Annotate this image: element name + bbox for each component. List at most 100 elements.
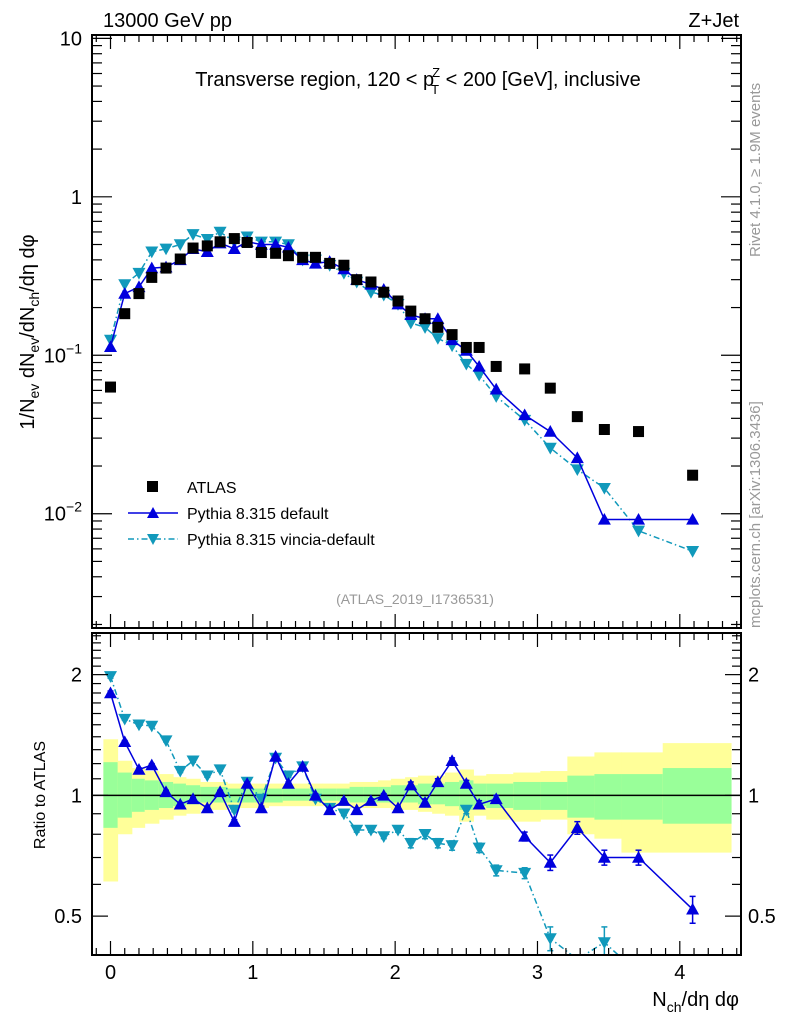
vincia-point [145,720,159,733]
atlas-point [160,262,172,274]
ratio-series-group [104,671,700,956]
vincia-point [132,719,146,732]
title-sub: T [431,82,439,97]
main-title: Transverse region, 120 < pZ T < 200 [GeV]… [195,65,640,97]
atlas-point [270,247,282,259]
default-point [431,312,445,324]
default-point [597,851,611,863]
vincia-point [597,937,611,949]
vincia-point [159,735,173,748]
default-point [104,340,118,353]
band-inner [390,785,406,803]
vincia-point [200,770,214,783]
atlas-point [338,259,350,271]
vincia-point [597,482,611,495]
y-tick-label: 1 [71,187,82,209]
vincia-point [186,229,200,241]
legend-atlas-label: ATLAS [187,480,237,497]
ylabel-part: /dη dφ [17,234,39,291]
mcplots-label: mcplots.cern.ch [arXiv:1306.3436] [747,401,764,628]
atlas-point [214,236,226,248]
x-tick-label: 2 [390,962,401,984]
ratio-y-tick-label-right: 1 [748,785,759,807]
xlabel: Nch/dη dφ [652,989,739,1015]
header-left-label: 13000 GeV pp [103,10,232,32]
vincia-point [377,831,391,843]
vincia-point [227,804,241,817]
default-point [472,359,486,372]
default-point [404,778,418,791]
default-point [632,851,646,863]
default-point [145,758,159,771]
default-point [145,261,159,274]
legend-vincia-label: Pythia 8.315 vincia-default [187,532,375,549]
atlas-point [432,321,444,333]
atlas-point [255,247,267,259]
default-point [472,797,486,810]
atlas-point [133,288,145,300]
atlas-point [146,271,158,283]
default-point [227,242,241,254]
vincia-point [543,933,557,945]
default-point [445,754,459,766]
default-point [240,777,254,789]
default-point [227,815,241,827]
vincia-point [186,755,200,768]
band-inner [621,774,664,820]
atlas-point [405,305,417,317]
ratio-ylabel: Ratio to ATLAS [32,741,49,849]
default-point [159,785,173,798]
legend-default-label: Pythia 8.315 default [187,506,329,523]
default-point [254,801,268,814]
ratio-axes: 2 2 1 1 0.5 0.5 0 1 2 3 4 [54,632,776,984]
atlas-point [490,360,502,372]
xlabel-part: N [652,989,666,1011]
legend-default-marker [147,507,159,518]
vincia-point [431,333,445,345]
band-inner [336,788,351,801]
vincia-point [213,764,227,777]
atlas-point [187,242,199,254]
atlas-point [119,308,131,320]
ylabel-part: /dN [17,307,39,338]
vincia-point [173,239,187,252]
default-point [350,803,364,816]
atlas-point [241,236,253,248]
default-point [173,797,187,810]
x-tick-label: 1 [247,962,258,984]
vincia-point [404,837,418,850]
vincia-point [200,234,214,246]
band-inner [594,774,622,820]
default-point [377,788,391,801]
vincia-point [518,867,532,880]
title-pre: Transverse region, 120 < p [195,69,434,91]
ratio-bands [92,739,741,882]
atlas-point [324,257,336,269]
vincia-point [337,808,351,821]
default-point [213,785,227,798]
band-inner [322,788,338,801]
vincia-point [632,525,646,538]
default-point [489,792,503,805]
legend-atlas-marker [147,481,158,492]
vincia-point [159,243,173,256]
vincia-point [404,317,418,330]
vincia-point [418,322,432,334]
atlas-point [378,286,390,298]
atlas-point [201,240,213,252]
vincia-point [686,546,700,558]
default-point [570,821,584,834]
vincia-point [445,840,459,852]
vincia-point [173,765,187,778]
default-point [118,287,132,299]
ratio-y-tick-label-left: 1 [71,785,82,807]
default-point [296,760,310,772]
default-point [281,777,295,789]
vincia-point [472,369,486,382]
xlabel-part: /dη dφ [682,989,739,1011]
atlas-point [228,233,240,245]
band-inner [432,783,446,805]
plot-frame [91,632,742,956]
